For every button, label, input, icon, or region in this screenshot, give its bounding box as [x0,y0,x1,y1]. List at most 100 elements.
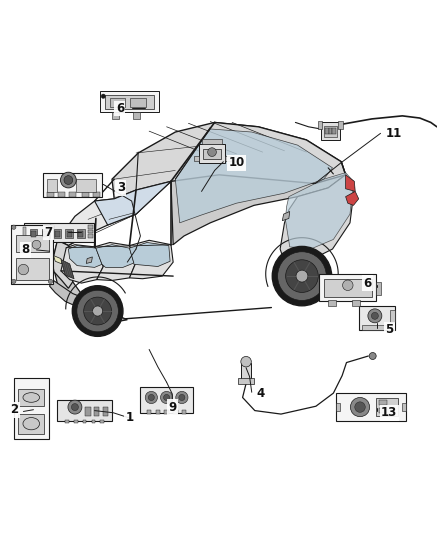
Text: 7: 7 [45,226,53,239]
Circle shape [296,270,308,282]
Bar [100,420,104,423]
Circle shape [92,306,102,316]
Bar [376,282,381,295]
Polygon shape [283,212,290,221]
Bar [65,229,73,238]
Circle shape [48,279,53,284]
Bar [47,192,54,197]
Circle shape [77,290,118,332]
Circle shape [368,309,382,323]
Ellipse shape [23,417,39,430]
Polygon shape [112,123,346,199]
Bar [55,231,60,237]
Text: 8: 8 [21,244,30,256]
Polygon shape [130,243,170,266]
Circle shape [163,394,170,400]
Polygon shape [346,191,359,205]
Bar [58,192,65,197]
Circle shape [32,240,41,249]
Bar [83,420,86,423]
Ellipse shape [23,393,39,402]
Circle shape [145,391,157,403]
Circle shape [64,176,73,184]
Circle shape [241,357,251,367]
Bar [325,128,328,134]
Polygon shape [57,181,171,246]
Bar [225,156,231,161]
Polygon shape [68,246,102,268]
Bar [69,192,76,197]
Bar [74,420,78,423]
Bar [18,414,44,434]
Bar [43,173,102,197]
Bar [23,227,25,238]
Bar [321,123,340,140]
Bar [238,378,254,384]
Circle shape [355,402,365,413]
Bar [319,274,376,301]
Bar [14,378,49,439]
Polygon shape [61,260,74,279]
Polygon shape [52,240,127,323]
Bar [29,229,37,238]
Text: 6: 6 [116,102,124,115]
Bar [78,231,83,237]
Circle shape [12,225,16,229]
Bar [352,300,360,306]
Text: 2: 2 [11,403,19,416]
Bar [182,410,186,414]
Polygon shape [61,245,103,283]
Polygon shape [171,123,346,245]
Circle shape [12,279,16,284]
Circle shape [68,400,82,414]
Circle shape [286,260,318,293]
Text: 3: 3 [117,181,125,195]
Bar [24,223,94,242]
Bar [82,192,89,197]
Bar [133,112,140,119]
Polygon shape [130,240,173,279]
Bar [164,410,169,414]
Circle shape [160,391,173,403]
Bar [85,407,91,416]
Bar [203,149,221,159]
Circle shape [72,286,123,336]
Bar [103,407,108,416]
Polygon shape [96,245,134,268]
Polygon shape [52,240,73,288]
Text: 11: 11 [385,127,402,140]
Text: 1: 1 [125,410,134,424]
Polygon shape [95,243,136,280]
Bar [324,126,337,138]
Circle shape [101,94,106,99]
Bar [131,98,146,107]
Polygon shape [286,173,353,249]
Bar [155,410,160,414]
Bar [173,410,177,414]
Bar [92,420,95,423]
Bar [194,156,199,161]
Bar [46,179,57,192]
Circle shape [208,148,216,157]
Bar [106,95,153,109]
Circle shape [343,280,353,290]
Polygon shape [175,129,332,223]
Bar [202,139,222,144]
Circle shape [71,403,78,410]
Bar [88,225,93,229]
Bar [338,121,343,129]
Circle shape [84,297,112,325]
Text: 4: 4 [256,387,265,400]
Bar [88,230,93,233]
Bar [390,310,396,322]
Bar [42,229,49,238]
Bar [15,258,49,280]
Polygon shape [95,181,171,225]
Bar [112,112,119,119]
Bar [362,325,392,330]
Bar [141,387,193,413]
Bar [402,403,406,411]
Polygon shape [346,175,355,191]
Bar [379,400,387,405]
Bar [100,91,159,112]
